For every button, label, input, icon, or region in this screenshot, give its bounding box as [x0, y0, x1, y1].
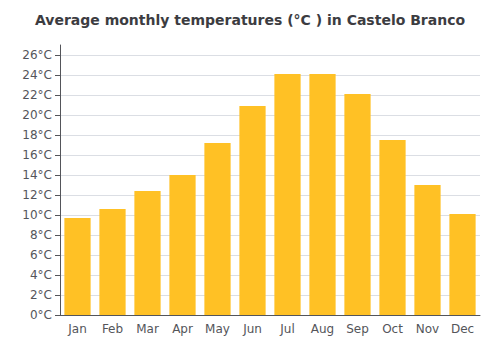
svg-text:16°C: 16°C: [22, 148, 52, 162]
svg-text:Nov: Nov: [416, 322, 439, 336]
svg-text:10°C: 10°C: [22, 208, 52, 222]
svg-text:Jun: Jun: [242, 322, 262, 336]
svg-text:Dec: Dec: [451, 322, 474, 336]
svg-text:8°C: 8°C: [30, 228, 52, 242]
svg-text:4°C: 4°C: [30, 268, 52, 282]
svg-text:May: May: [205, 322, 230, 336]
svg-text:18°C: 18°C: [22, 128, 52, 142]
svg-text:Sep: Sep: [346, 322, 369, 336]
svg-text:2°C: 2°C: [30, 288, 52, 302]
svg-text:20°C: 20°C: [22, 108, 52, 122]
svg-text:24°C: 24°C: [22, 68, 52, 82]
svg-text:0°C: 0°C: [30, 308, 52, 322]
svg-text:14°C: 14°C: [22, 168, 52, 182]
svg-text:6°C: 6°C: [30, 248, 52, 262]
svg-text:Oct: Oct: [382, 322, 403, 336]
svg-text:Jul: Jul: [279, 322, 294, 336]
svg-text:Feb: Feb: [102, 322, 123, 336]
svg-text:Average monthly temperatures (: Average monthly temperatures (°C ) in Ca…: [35, 12, 466, 28]
svg-text:Apr: Apr: [172, 322, 193, 336]
svg-text:22°C: 22°C: [22, 88, 52, 102]
svg-text:12°C: 12°C: [22, 188, 52, 202]
svg-text:26°C: 26°C: [22, 48, 52, 62]
svg-text:Mar: Mar: [136, 322, 159, 336]
svg-text:Jan: Jan: [67, 322, 87, 336]
svg-text:Aug: Aug: [311, 322, 334, 336]
